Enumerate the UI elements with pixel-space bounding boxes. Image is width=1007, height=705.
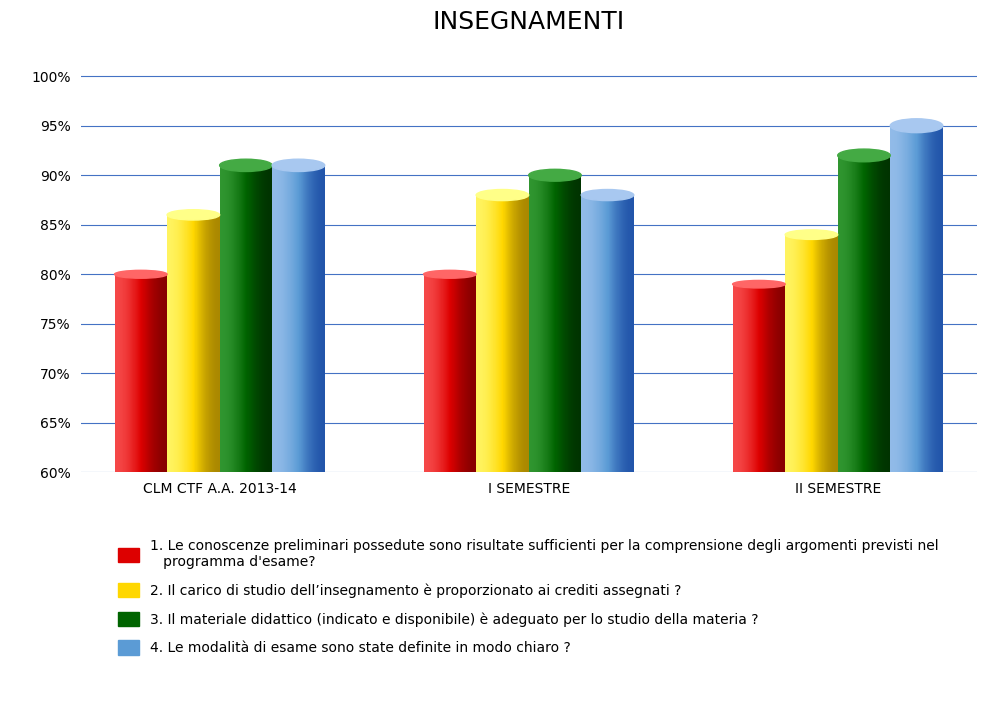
- Ellipse shape: [785, 230, 838, 240]
- Ellipse shape: [115, 270, 167, 278]
- Ellipse shape: [272, 159, 324, 171]
- Ellipse shape: [167, 209, 220, 220]
- Ellipse shape: [890, 118, 943, 133]
- Ellipse shape: [529, 169, 581, 181]
- Ellipse shape: [838, 149, 890, 161]
- Ellipse shape: [733, 281, 785, 288]
- Ellipse shape: [581, 190, 633, 201]
- Title: INSEGNAMENTI: INSEGNAMENTI: [433, 10, 624, 34]
- Ellipse shape: [476, 190, 529, 201]
- Legend: 1. Le conoscenze preliminari possedute sono risultate sufficienti per la compren: 1. Le conoscenze preliminari possedute s…: [113, 534, 945, 661]
- Ellipse shape: [424, 270, 476, 278]
- Ellipse shape: [220, 159, 272, 171]
